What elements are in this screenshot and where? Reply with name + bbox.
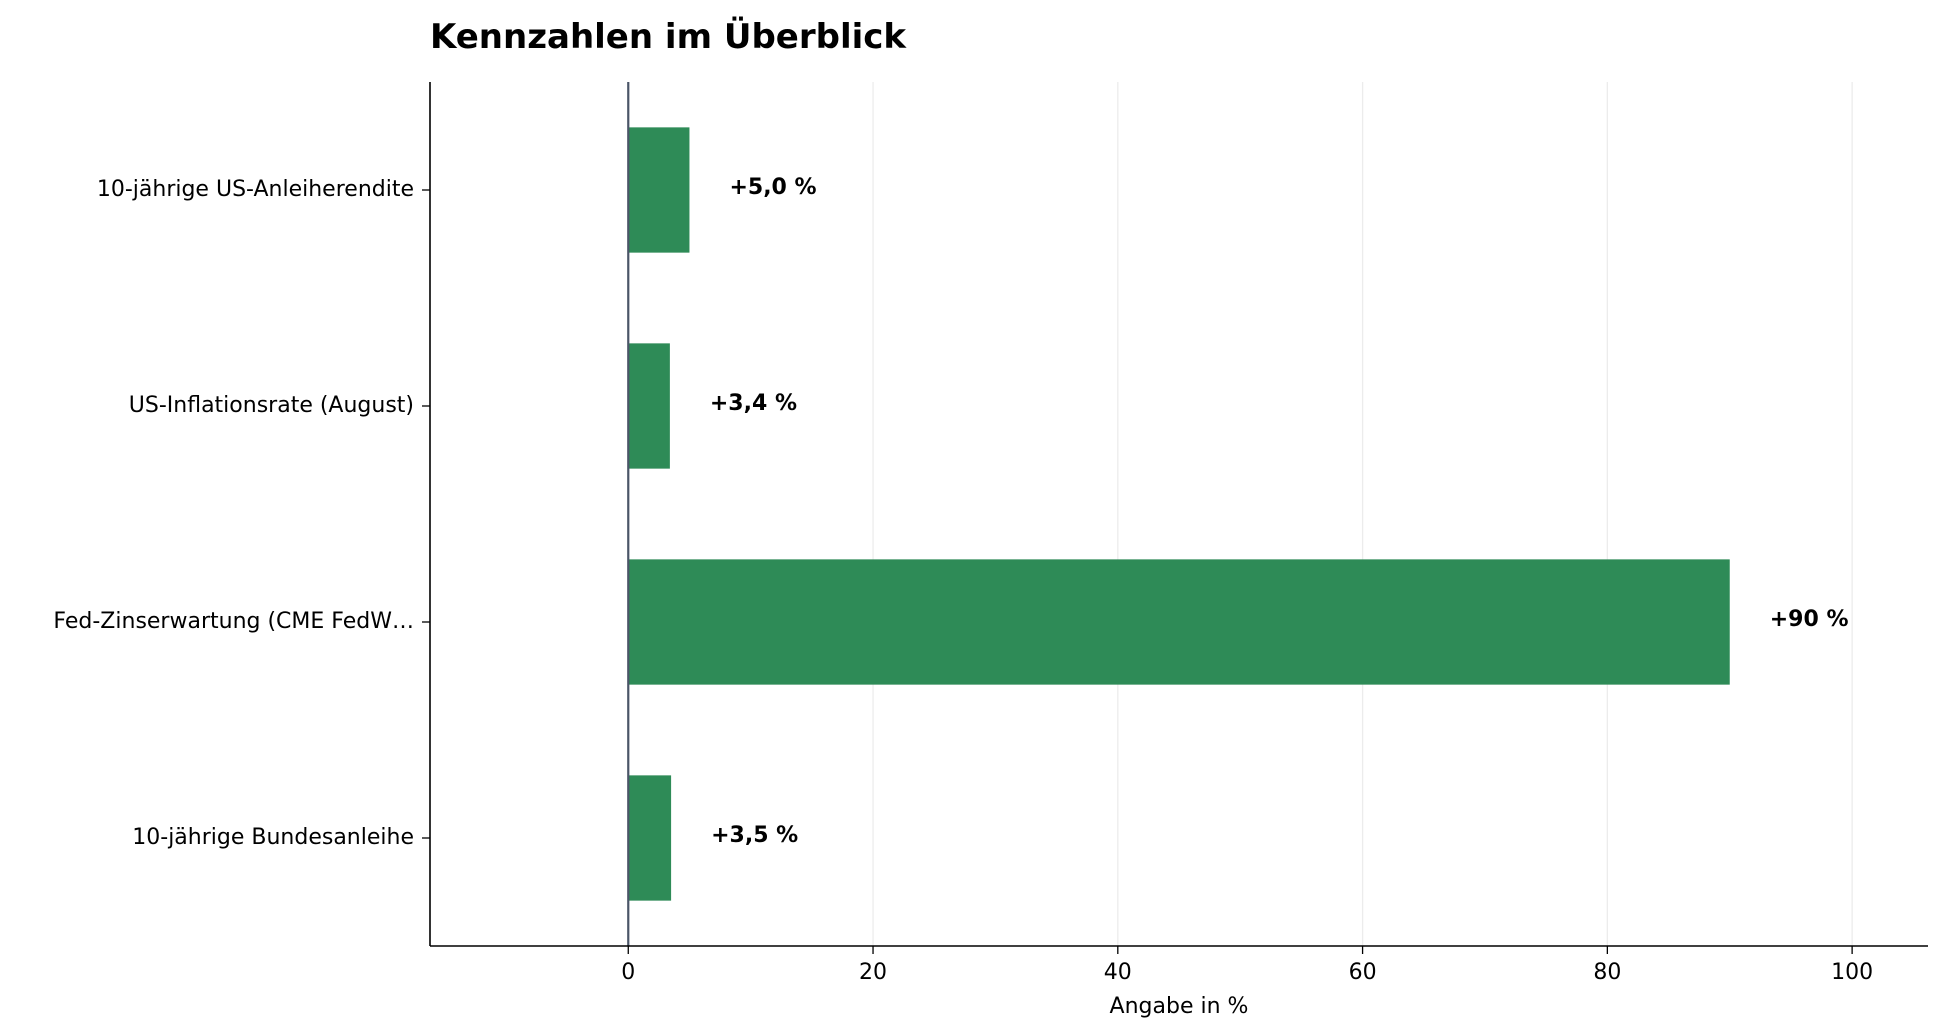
bar	[628, 775, 672, 901]
bar	[628, 127, 690, 253]
axes	[422, 82, 1928, 954]
bar	[628, 559, 1730, 685]
grid-lines	[872, 82, 1853, 946]
y-tick-label: US-Inflationsrate (August)	[129, 393, 414, 418]
chart-title: Kennzahlen im Überblick	[430, 16, 907, 57]
tick-labels: 10-jährige US-Anleiherendite US-Inflation…	[53, 177, 1873, 985]
x-tick-label: 80	[1593, 960, 1621, 985]
x-tick-label: 100	[1831, 960, 1873, 985]
x-tick-label: 20	[859, 960, 887, 985]
y-tick-label: 10-jährige US-Anleiherendite	[97, 177, 414, 202]
data-label: +90 %	[1770, 607, 1849, 632]
data-label: +3,5 %	[711, 823, 798, 848]
x-tick-label: 0	[621, 960, 635, 985]
bar	[628, 343, 670, 469]
data-label: +5,0 %	[729, 175, 816, 200]
y-tick-label: Fed-Zinserwartung (CME FedW…	[53, 609, 414, 634]
data-label: +3,4 %	[710, 391, 797, 416]
x-axis-label: Angabe in %	[1110, 994, 1249, 1019]
x-tick-label: 60	[1349, 960, 1377, 985]
data-labels: +5,0 % +3,4 % +90 % +3,5 %	[710, 175, 1849, 848]
x-tick-label: 40	[1104, 960, 1132, 985]
bars	[628, 127, 1730, 901]
y-tick-label: 10-jährige Bundesanleihe	[132, 825, 414, 850]
